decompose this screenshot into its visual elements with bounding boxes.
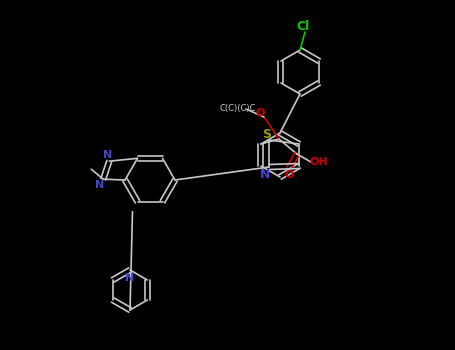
Text: N: N <box>103 150 112 160</box>
Text: N: N <box>260 168 270 182</box>
Text: C(C)(C)C: C(C)(C)C <box>220 105 256 113</box>
Text: N: N <box>126 273 135 283</box>
Text: O: O <box>284 170 293 180</box>
Text: O: O <box>255 108 265 118</box>
Text: S: S <box>263 128 272 141</box>
Text: N: N <box>95 180 104 190</box>
Text: Cl: Cl <box>296 20 309 33</box>
Text: OH: OH <box>310 157 328 167</box>
